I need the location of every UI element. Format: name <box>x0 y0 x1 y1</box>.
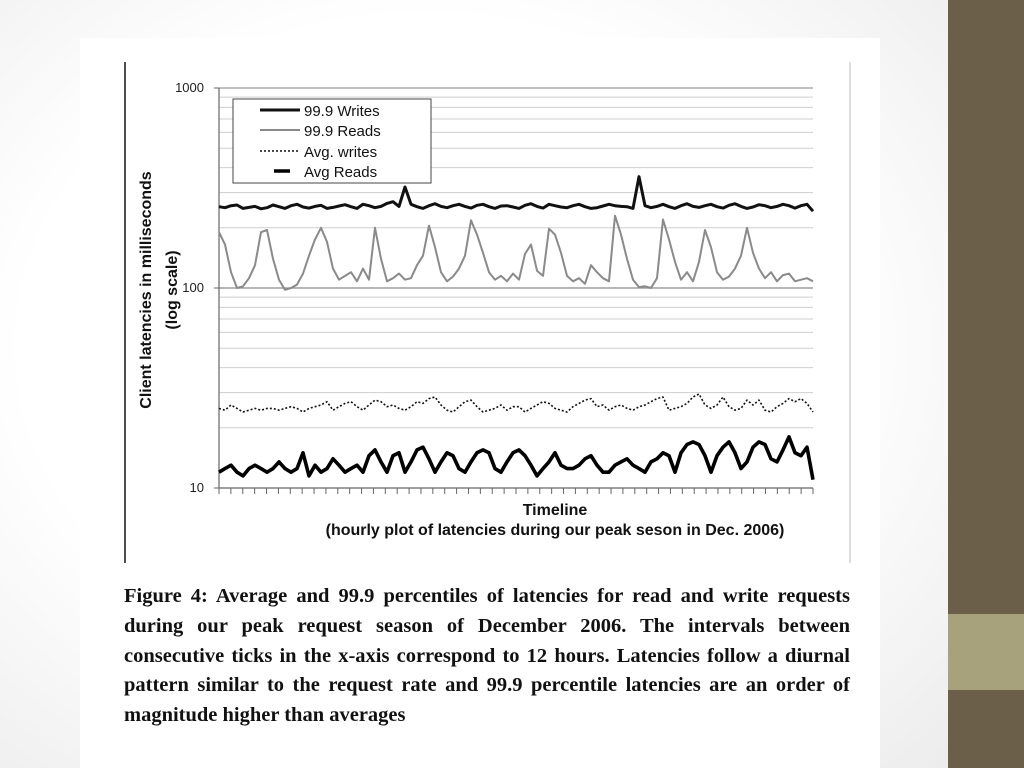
legend: 99.9 Writes 99.9 Reads Avg. writes Avg R… <box>232 98 432 184</box>
legend-label-reads: 99.9 Reads <box>304 123 381 140</box>
x-ticks <box>218 488 814 494</box>
legend-label-avg-reads: Avg Reads <box>304 164 377 181</box>
legend-label-writes: 99.9 Writes <box>304 103 380 120</box>
series-line-avg-writes <box>218 393 814 413</box>
y-tick-label-1000: 1000 <box>175 80 204 95</box>
series-line-99-9-reads <box>218 214 814 291</box>
x-axis-title-line1: Timeline <box>523 502 588 519</box>
y-tick-label-10: 10 <box>190 480 204 495</box>
y-axis-title-line2: (log scale) <box>164 250 181 329</box>
grid-lines <box>219 87 813 429</box>
legend-box <box>232 98 432 184</box>
figure-panel <box>80 38 880 768</box>
y-axis-title-line1: Client latencies in milliseconds <box>138 171 155 409</box>
series-line-avg-reads <box>218 435 815 481</box>
legend-label-avg-writes: Avg. writes <box>304 144 377 161</box>
series-lines <box>218 175 815 481</box>
figure-caption: Figure 4: Average and 99.9 percentiles o… <box>124 585 850 727</box>
y-ticks: 1000 100 10 <box>175 80 219 495</box>
series-line-99-9-writes <box>218 175 815 213</box>
slide-sidebar-accent <box>948 614 1024 690</box>
y-tick-label-100: 100 <box>182 280 204 295</box>
x-axis-title-line2: (hourly plot of latencies during our pea… <box>326 522 785 539</box>
